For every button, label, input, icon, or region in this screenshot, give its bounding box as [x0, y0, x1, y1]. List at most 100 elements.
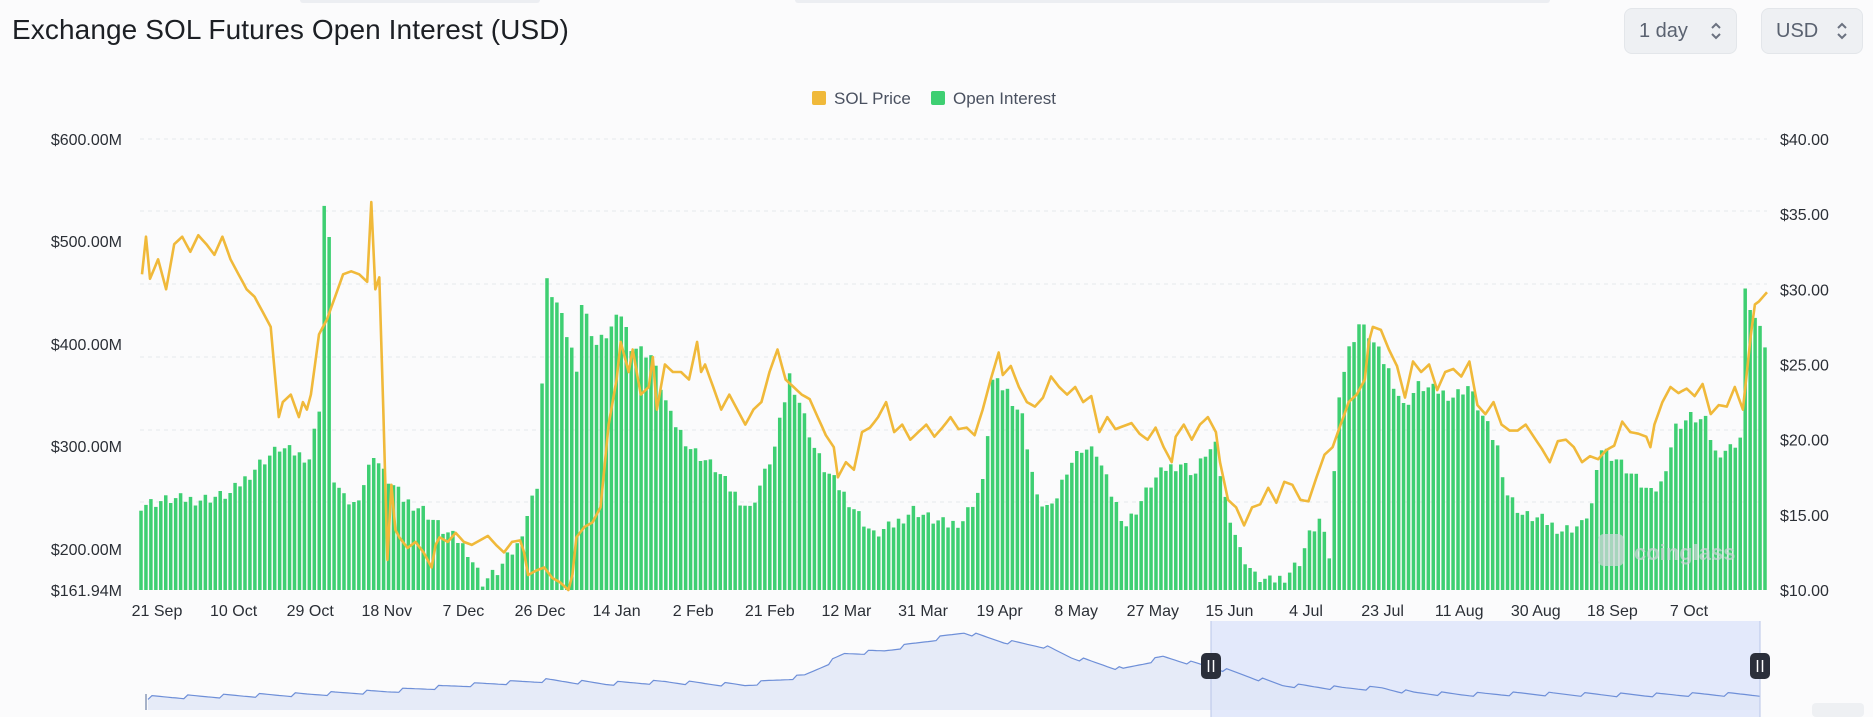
oi-bar: [322, 205, 326, 590]
oi-bar: [253, 469, 257, 590]
page-title: Exchange SOL Futures Open Interest (USD): [12, 14, 569, 45]
oi-bar: [1208, 449, 1213, 590]
oi-bar: [1753, 317, 1757, 590]
oi-bar: [332, 482, 336, 590]
oi-bar: [723, 476, 727, 590]
corner-button[interactable]: [1812, 703, 1864, 717]
oi-bar: [1382, 364, 1386, 590]
oi-bar: [1644, 487, 1648, 590]
oi-bar: [639, 346, 643, 590]
oi-bar: [1124, 526, 1129, 590]
oi-bar: [178, 493, 183, 590]
oi-bar: [480, 586, 485, 590]
navigator-right-handle[interactable]: [1750, 621, 1770, 717]
oi-bar: [886, 521, 891, 590]
oi-bar: [1426, 387, 1431, 590]
oi-bar: [1664, 471, 1668, 590]
x-tick-label: 8 May: [1054, 603, 1098, 620]
oi-bar: [956, 527, 960, 590]
y-right-tick-label: $10.00: [1780, 583, 1829, 600]
oi-bar: [1119, 521, 1124, 590]
oi-bar: [817, 453, 822, 590]
oi-bar: [1035, 494, 1039, 590]
legend-item-open-interest[interactable]: Open Interest: [931, 89, 1056, 108]
oi-bar: [1282, 582, 1287, 590]
x-tick-label: 26 Dec: [515, 603, 566, 620]
oi-bar: [1674, 423, 1678, 590]
navigator-area: [148, 633, 1760, 710]
oi-bar: [832, 475, 836, 590]
oi-bar: [604, 338, 609, 590]
oi-bar: [1258, 582, 1262, 590]
oi-bar: [1629, 473, 1634, 590]
coinglass-logo-icon: [1598, 534, 1624, 566]
open-interest-bars: [139, 205, 1767, 590]
oi-bar: [1530, 521, 1535, 590]
oi-bar: [1599, 450, 1604, 590]
oi-bar: [1025, 449, 1030, 590]
oi-bar: [1718, 457, 1723, 590]
oi-bar: [396, 486, 401, 590]
oi-bar: [966, 507, 970, 590]
oi-bar: [1164, 470, 1168, 590]
oi-bar: [292, 455, 297, 590]
oi-bar: [1055, 498, 1059, 590]
oi-bar: [1396, 395, 1401, 590]
oi-bar: [1525, 511, 1530, 590]
oi-bar: [540, 383, 544, 590]
y-right-tick-label: $35.00: [1780, 207, 1829, 224]
oi-bar: [1075, 451, 1079, 590]
oi-bar: [1391, 388, 1396, 590]
oi-bar: [842, 491, 846, 590]
interval-select-value: 1 day: [1639, 19, 1688, 42]
oi-bar: [614, 314, 619, 590]
oi-bar: [1386, 368, 1391, 590]
oi-bar: [1218, 476, 1223, 590]
oi-bar: [436, 520, 440, 590]
oi-bar: [619, 316, 624, 590]
y-right-tick-label: $40.00: [1780, 132, 1829, 149]
top-tab-strip-left: [300, 0, 540, 3]
y-left-tick-label: $200.00M: [51, 542, 122, 559]
oi-bar: [565, 337, 569, 590]
oi-bar: [1263, 578, 1267, 590]
oi-bar: [218, 491, 222, 590]
oi-bar: [1589, 503, 1594, 590]
x-tick-label: 14 Jan: [593, 603, 641, 620]
oi-bar: [1728, 444, 1733, 590]
oi-bar: [1466, 386, 1470, 590]
oi-bar: [1114, 502, 1119, 590]
oi-bar: [495, 575, 500, 590]
oi-bar: [1456, 389, 1460, 590]
oi-bar: [1713, 450, 1718, 590]
oi-bar: [1604, 448, 1609, 590]
oi-bar: [1693, 422, 1698, 590]
oi-bar: [1560, 531, 1564, 590]
oi-bar: [1535, 517, 1539, 590]
oi-bar: [1659, 481, 1663, 590]
oi-bar: [1169, 464, 1173, 590]
oi-bar: [1203, 456, 1208, 590]
oi-bar: [867, 528, 871, 590]
oi-bar: [1748, 310, 1752, 590]
currency-select-value: USD: [1776, 19, 1819, 42]
interval-select[interactable]: 1 day: [1624, 8, 1737, 54]
oi-bar: [154, 506, 158, 590]
oi-bar: [768, 464, 772, 590]
oi-bar: [1065, 474, 1069, 590]
oi-bar: [1193, 473, 1198, 590]
top-tab-strip-right: [795, 0, 1550, 3]
range-navigator[interactable]: [145, 621, 1864, 717]
oi-bar: [188, 496, 193, 590]
oi-bar: [1550, 522, 1554, 590]
navigator-left-handle[interactable]: [1201, 621, 1221, 717]
oi-bar: [1084, 449, 1089, 590]
oi-bar: [510, 554, 515, 590]
y-left-tick-label: $600.00M: [51, 132, 122, 149]
oi-bar: [342, 493, 346, 590]
currency-select[interactable]: USD: [1761, 8, 1863, 54]
oi-bar: [1337, 397, 1341, 590]
oi-bar: [971, 506, 975, 590]
legend-item-sol-price[interactable]: SOL Price: [812, 89, 911, 108]
